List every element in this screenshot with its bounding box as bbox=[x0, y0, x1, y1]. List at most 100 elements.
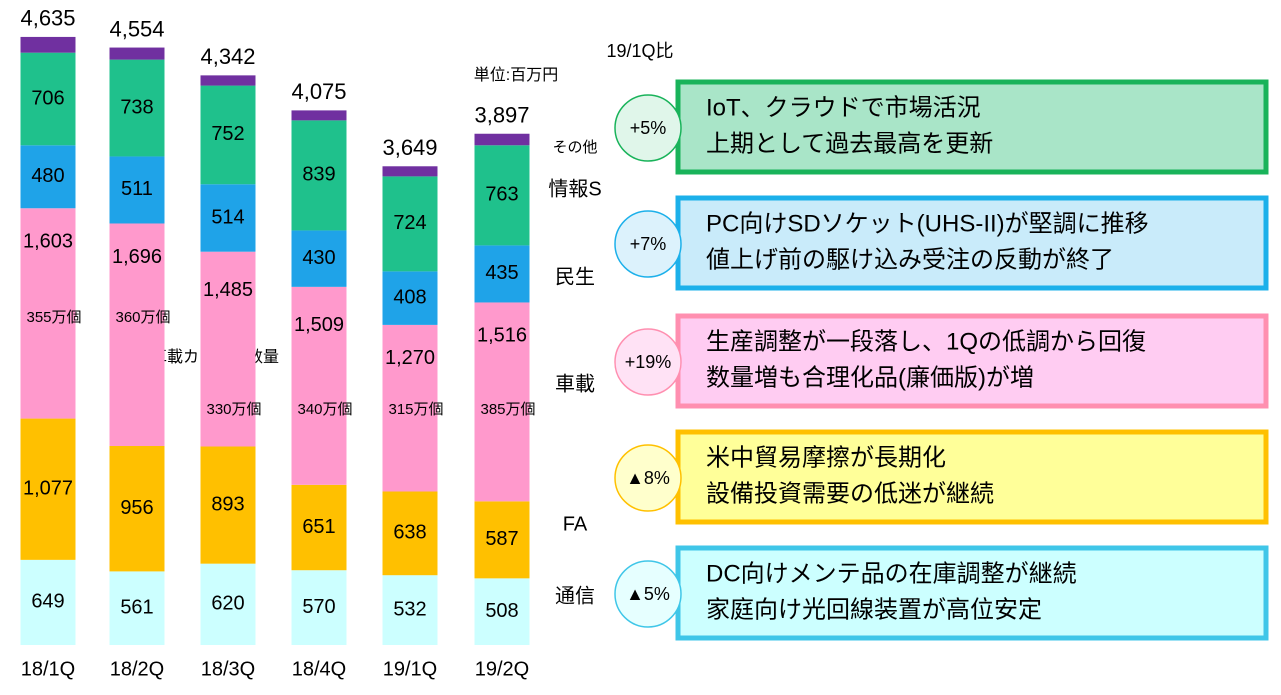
camera-count: 340万個 bbox=[297, 401, 352, 418]
change-badge bbox=[614, 444, 682, 512]
bar-segment bbox=[474, 145, 530, 246]
change-badge bbox=[614, 328, 682, 396]
comment-line: 値上げ前の駆け込み受注の反動が終了 bbox=[706, 246, 1114, 273]
comment-line: DC向けメンテ品の在庫調整が継続 bbox=[706, 560, 1077, 587]
bar-segment bbox=[474, 133, 530, 146]
bar-segment bbox=[200, 184, 256, 252]
bar-segment bbox=[20, 36, 76, 53]
value-label: 706 bbox=[31, 87, 64, 109]
x-tick-label: 18/2Q bbox=[110, 658, 164, 680]
value-label: 561 bbox=[120, 596, 153, 618]
bar-segment bbox=[109, 59, 165, 157]
value-label: 430 bbox=[302, 247, 335, 269]
bar-segment bbox=[382, 575, 438, 645]
change-badge bbox=[614, 94, 682, 162]
bar-segment bbox=[20, 52, 76, 146]
camera-count: 330万個 bbox=[206, 401, 261, 418]
bar-segment bbox=[109, 445, 165, 572]
value-label: 1,603 bbox=[23, 231, 73, 253]
change-label: +5% bbox=[630, 118, 667, 138]
bar-segment bbox=[109, 47, 165, 60]
x-tick-label: 18/1Q bbox=[21, 658, 75, 680]
bar-segment bbox=[200, 446, 256, 564]
bar-segment bbox=[200, 85, 256, 185]
legend-label: 通信 bbox=[555, 584, 595, 607]
camera-count: 385万個 bbox=[480, 401, 535, 418]
camera-count: 315万個 bbox=[388, 401, 443, 418]
change-label: ▲5% bbox=[626, 584, 670, 604]
bar-segment bbox=[291, 286, 347, 485]
value-label: 514 bbox=[211, 206, 244, 228]
bar-segment bbox=[291, 230, 347, 287]
bar-segment bbox=[109, 156, 165, 224]
comment-line: PC向けSDソケット(UHS-II)が堅調に推移 bbox=[706, 210, 1149, 237]
bar-segment bbox=[382, 491, 438, 576]
legend-label: 民生 bbox=[555, 265, 595, 288]
bar-segment bbox=[20, 559, 76, 645]
bar-segment bbox=[291, 120, 347, 231]
camera-count: 360万個 bbox=[115, 309, 170, 326]
value-label: 839 bbox=[302, 164, 335, 186]
camera-count: 355万個 bbox=[26, 309, 81, 326]
bar-segment bbox=[291, 110, 347, 121]
value-label: 738 bbox=[120, 96, 153, 118]
value-label: 752 bbox=[211, 123, 244, 145]
value-label: 649 bbox=[31, 591, 64, 613]
value-label: 724 bbox=[393, 212, 426, 234]
value-label: 570 bbox=[302, 596, 335, 618]
comment-line: 家庭向け光回線装置が高位安定 bbox=[706, 596, 1042, 623]
x-tick-label: 19/2Q bbox=[475, 658, 529, 680]
value-label: 1,696 bbox=[112, 246, 162, 268]
x-tick-label: 19/1Q bbox=[383, 658, 437, 680]
comment-box bbox=[675, 429, 1269, 525]
bar-segment bbox=[474, 302, 530, 502]
total-label: 3,897 bbox=[474, 103, 529, 128]
bar-segment bbox=[474, 245, 530, 303]
comment-box bbox=[675, 545, 1269, 641]
value-label: 638 bbox=[393, 522, 426, 544]
value-label: 587 bbox=[485, 528, 518, 550]
bar-segment bbox=[474, 501, 530, 579]
bar-segment bbox=[200, 75, 256, 86]
total-label: 4,342 bbox=[200, 44, 255, 69]
bar-segment bbox=[382, 324, 438, 492]
legend-label: FA bbox=[563, 513, 588, 535]
bar-segment bbox=[109, 223, 165, 446]
legend-label: その他 bbox=[552, 139, 597, 156]
x-tick-label: 18/4Q bbox=[292, 658, 346, 680]
value-label: 508 bbox=[485, 600, 518, 622]
value-label: 408 bbox=[393, 286, 426, 308]
bar-segment bbox=[474, 578, 530, 645]
bar-segment bbox=[20, 208, 76, 419]
bar-segment bbox=[20, 145, 76, 209]
value-label: 1,485 bbox=[203, 279, 253, 301]
comment-line: 米中貿易摩擦が長期化 bbox=[706, 444, 946, 471]
value-label: 651 bbox=[302, 516, 335, 538]
bar-segment bbox=[200, 251, 256, 447]
value-label: 1,509 bbox=[294, 314, 344, 336]
value-label: 1,270 bbox=[385, 347, 435, 369]
value-label: 532 bbox=[393, 598, 426, 620]
change-label: ▲8% bbox=[626, 468, 670, 488]
value-label: 1,516 bbox=[477, 325, 527, 347]
change-badge bbox=[614, 210, 682, 278]
unit-label: 単位:百万円 bbox=[474, 66, 558, 84]
total-label: 4,635 bbox=[20, 6, 75, 31]
bar-segment bbox=[291, 570, 347, 645]
comment-box bbox=[675, 195, 1269, 291]
value-label: 956 bbox=[120, 497, 153, 519]
x-tick-label: 18/3Q bbox=[201, 658, 255, 680]
total-label: 4,075 bbox=[291, 79, 346, 104]
comment-line: 上期として過去最高を更新 bbox=[706, 130, 993, 157]
bar-segment bbox=[109, 571, 165, 645]
change-badge bbox=[614, 560, 682, 628]
value-label: 511 bbox=[121, 178, 153, 200]
legend-label: 情報S bbox=[548, 177, 601, 200]
value-label: 1,077 bbox=[23, 477, 73, 499]
value-label: 620 bbox=[211, 593, 244, 615]
bar-segment bbox=[382, 176, 438, 272]
change-label: +7% bbox=[630, 234, 667, 254]
value-label: 763 bbox=[485, 184, 518, 206]
comment-line: 数量増も合理化品(廉価版)が増 bbox=[706, 364, 1034, 391]
